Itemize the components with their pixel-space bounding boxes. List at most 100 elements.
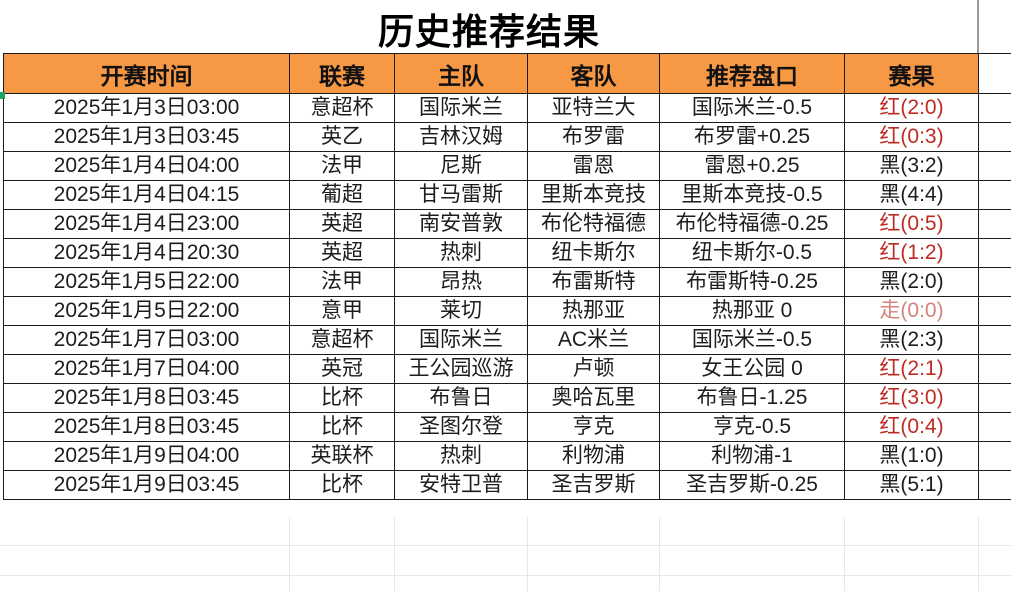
- cell-result[interactable]: 红(2:0): [844, 93, 979, 123]
- column-header-home[interactable]: 主队: [394, 53, 528, 94]
- cell-league[interactable]: 英超: [289, 238, 395, 268]
- cell-result[interactable]: 黑(5:1): [844, 470, 979, 500]
- cell-time[interactable]: 2025年1月5日22:00: [3, 296, 290, 326]
- cell-away[interactable]: 圣吉罗斯: [527, 470, 660, 500]
- column-header-away[interactable]: 客队: [527, 53, 660, 94]
- cell-league[interactable]: 比杯: [289, 383, 395, 413]
- cell-home[interactable]: 南安普敦: [394, 209, 528, 239]
- cell-result[interactable]: 黑(4:4): [844, 180, 979, 210]
- cell-handicap[interactable]: 利物浦-1: [659, 441, 845, 471]
- column-header-league[interactable]: 联赛: [289, 53, 395, 94]
- cell-time[interactable]: 2025年1月7日04:00: [3, 354, 290, 384]
- cell-home[interactable]: 莱切: [394, 296, 528, 326]
- cell-away[interactable]: 布罗雷: [527, 122, 660, 152]
- cell-league[interactable]: 英联杯: [289, 441, 395, 471]
- cell-away[interactable]: 奥哈瓦里: [527, 383, 660, 413]
- cell-time[interactable]: 2025年1月5日22:00: [3, 267, 290, 297]
- gridline-vertical: [978, 517, 979, 591]
- cell-handicap[interactable]: 布罗雷+0.25: [659, 122, 845, 152]
- cell-result[interactable]: 走(0:0): [844, 296, 979, 326]
- cell-home[interactable]: 尼斯: [394, 151, 528, 181]
- cell-league[interactable]: 意超杯: [289, 93, 395, 123]
- cell-result[interactable]: 红(0:5): [844, 209, 979, 239]
- cell-result[interactable]: 红(0:3): [844, 122, 979, 152]
- cell-home[interactable]: 热刺: [394, 441, 528, 471]
- empty-column-header: [978, 53, 1011, 94]
- cell-handicap[interactable]: 亨克-0.5: [659, 412, 845, 442]
- cell-league[interactable]: 葡超: [289, 180, 395, 210]
- cell-result[interactable]: 红(1:2): [844, 238, 979, 268]
- cell-league[interactable]: 比杯: [289, 470, 395, 500]
- cell-home[interactable]: 安特卫普: [394, 470, 528, 500]
- cell-home[interactable]: 王公园巡游: [394, 354, 528, 384]
- cell-result[interactable]: 黑(1:0): [844, 441, 979, 471]
- cell-handicap[interactable]: 国际米兰-0.5: [659, 325, 845, 355]
- cell-handicap[interactable]: 纽卡斯尔-0.5: [659, 238, 845, 268]
- cell-away[interactable]: 亨克: [527, 412, 660, 442]
- cell-handicap[interactable]: 圣吉罗斯-0.25: [659, 470, 845, 500]
- cell-time[interactable]: 2025年1月3日03:00: [3, 93, 290, 123]
- table-row: 2025年1月5日22:00 意甲 莱切 热那亚 热那亚 0 走(0:0): [3, 296, 1011, 326]
- empty-cell: [978, 267, 1011, 297]
- cell-handicap[interactable]: 女王公园 0: [659, 354, 845, 384]
- cell-away[interactable]: 纽卡斯尔: [527, 238, 660, 268]
- table-row: 2025年1月9日03:45 比杯 安特卫普 圣吉罗斯 圣吉罗斯-0.25 黑(5:1): [3, 470, 1011, 500]
- cell-result[interactable]: 黑(2:0): [844, 267, 979, 297]
- cell-away[interactable]: 利物浦: [527, 441, 660, 471]
- cell-home[interactable]: 布鲁日: [394, 383, 528, 413]
- cell-home[interactable]: 国际米兰: [394, 93, 528, 123]
- cell-league[interactable]: 英乙: [289, 122, 395, 152]
- cell-result[interactable]: 黑(2:3): [844, 325, 979, 355]
- cell-away[interactable]: 里斯本竞技: [527, 180, 660, 210]
- cell-handicap[interactable]: 布鲁日-1.25: [659, 383, 845, 413]
- cell-handicap[interactable]: 布雷斯特-0.25: [659, 267, 845, 297]
- cell-time[interactable]: 2025年1月3日03:45: [3, 122, 290, 152]
- cell-home[interactable]: 圣图尔登: [394, 412, 528, 442]
- cell-time[interactable]: 2025年1月4日20:30: [3, 238, 290, 268]
- cell-away[interactable]: 热那亚: [527, 296, 660, 326]
- cell-time[interactable]: 2025年1月8日03:45: [3, 383, 290, 413]
- cell-home[interactable]: 昂热: [394, 267, 528, 297]
- cell-handicap[interactable]: 里斯本竞技-0.5: [659, 180, 845, 210]
- table-row: 2025年1月4日04:00 法甲 尼斯 雷恩 雷恩+0.25 黑(3:2): [3, 151, 1011, 181]
- cell-result[interactable]: 红(3:0): [844, 383, 979, 413]
- cell-league[interactable]: 意甲: [289, 296, 395, 326]
- cell-handicap[interactable]: 热那亚 0: [659, 296, 845, 326]
- cell-league[interactable]: 英超: [289, 209, 395, 239]
- empty-cell: [978, 238, 1011, 268]
- cell-time[interactable]: 2025年1月8日03:45: [3, 412, 290, 442]
- cell-home[interactable]: 吉林汉姆: [394, 122, 528, 152]
- column-header-result[interactable]: 赛果: [844, 53, 979, 94]
- cell-league[interactable]: 法甲: [289, 267, 395, 297]
- cell-league[interactable]: 意超杯: [289, 325, 395, 355]
- cell-time[interactable]: 2025年1月7日03:00: [3, 325, 290, 355]
- cell-league[interactable]: 英冠: [289, 354, 395, 384]
- cell-time[interactable]: 2025年1月9日04:00: [3, 441, 290, 471]
- cell-time[interactable]: 2025年1月4日04:00: [3, 151, 290, 181]
- cell-league[interactable]: 比杯: [289, 412, 395, 442]
- cell-league[interactable]: 法甲: [289, 151, 395, 181]
- cell-time[interactable]: 2025年1月9日03:45: [3, 470, 290, 500]
- cell-away[interactable]: 卢顿: [527, 354, 660, 384]
- cell-away[interactable]: AC米兰: [527, 325, 660, 355]
- cell-time[interactable]: 2025年1月4日04:15: [3, 180, 290, 210]
- cell-away[interactable]: 布伦特福德: [527, 209, 660, 239]
- cell-handicap[interactable]: 雷恩+0.25: [659, 151, 845, 181]
- cell-result[interactable]: 红(0:4): [844, 412, 979, 442]
- column-header-time[interactable]: 开赛时间: [3, 53, 290, 94]
- cell-handicap[interactable]: 布伦特福德-0.25: [659, 209, 845, 239]
- gridline-vertical: [527, 517, 528, 591]
- column-header-handicap[interactable]: 推荐盘口: [659, 53, 845, 94]
- cell-away[interactable]: 亚特兰大: [527, 93, 660, 123]
- cell-away[interactable]: 雷恩: [527, 151, 660, 181]
- table-row: 2025年1月5日22:00 法甲 昂热 布雷斯特 布雷斯特-0.25 黑(2:0): [3, 267, 1011, 297]
- cell-handicap[interactable]: 国际米兰-0.5: [659, 93, 845, 123]
- cell-home[interactable]: 甘马雷斯: [394, 180, 528, 210]
- cell-result[interactable]: 红(2:1): [844, 354, 979, 384]
- cell-away[interactable]: 布雷斯特: [527, 267, 660, 297]
- cell-result[interactable]: 黑(3:2): [844, 151, 979, 181]
- gridline-vertical: [394, 517, 395, 591]
- cell-time[interactable]: 2025年1月4日23:00: [3, 209, 290, 239]
- cell-home[interactable]: 国际米兰: [394, 325, 528, 355]
- cell-home[interactable]: 热刺: [394, 238, 528, 268]
